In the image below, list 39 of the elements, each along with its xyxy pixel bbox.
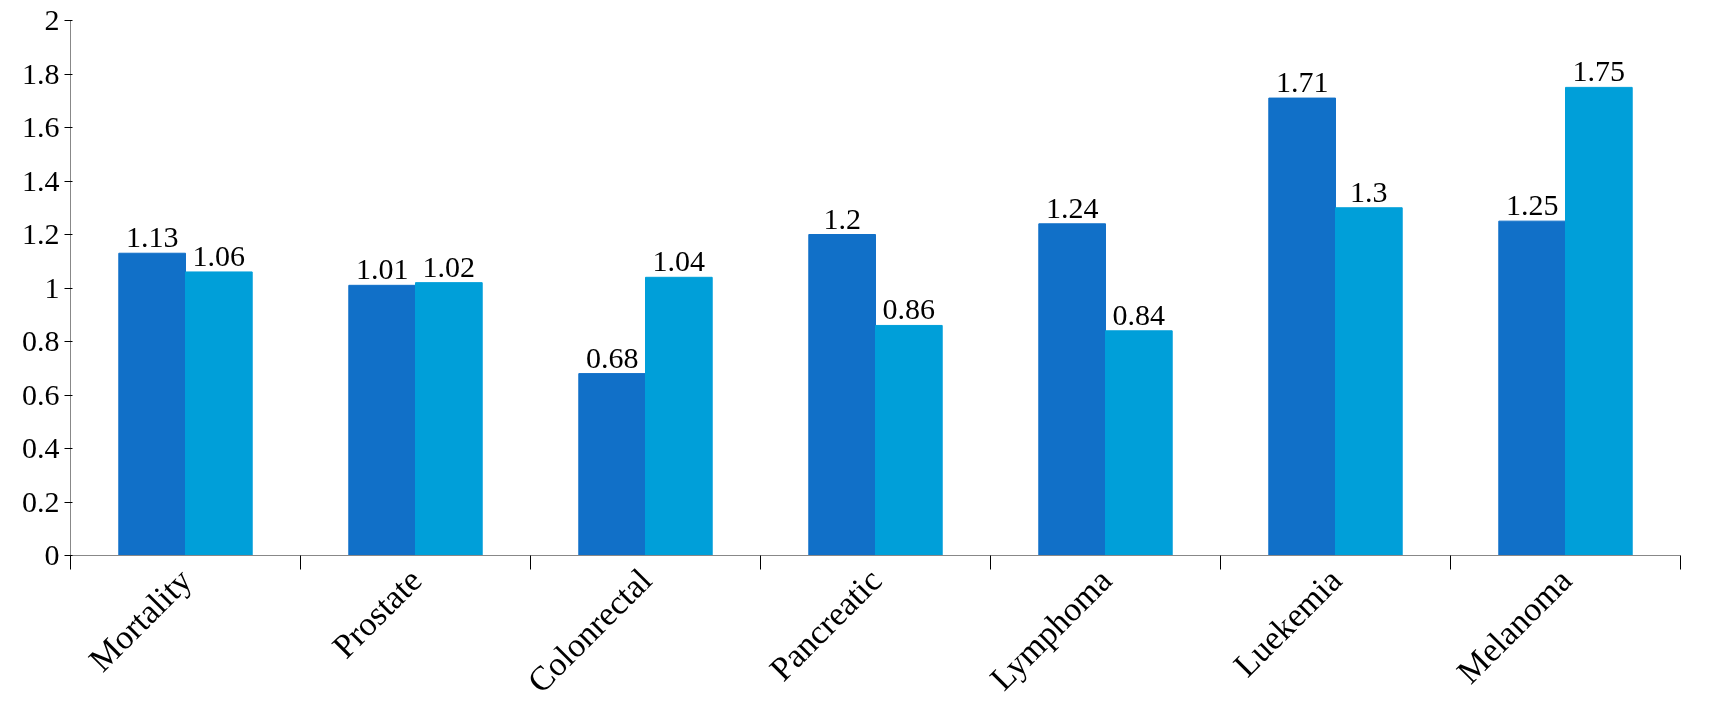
bar bbox=[1498, 220, 1566, 556]
y-tick-label: 1.4 bbox=[22, 163, 60, 197]
data-label: 1.2 bbox=[823, 201, 861, 235]
data-label: 1.75 bbox=[1572, 54, 1626, 88]
bar bbox=[1268, 97, 1336, 556]
data-label: 1.25 bbox=[1505, 188, 1559, 222]
bar bbox=[1335, 207, 1403, 556]
y-tick-label: 1 bbox=[44, 270, 60, 304]
y-tick-label: 2 bbox=[44, 3, 60, 36]
bar bbox=[348, 284, 416, 556]
y-tick-label: 0.6 bbox=[22, 377, 60, 411]
data-label: 1.71 bbox=[1275, 65, 1329, 99]
y-tick-label: 0.8 bbox=[22, 324, 60, 357]
bar bbox=[645, 276, 713, 556]
data-label: 1.01 bbox=[355, 252, 409, 286]
y-tick-label: 0.2 bbox=[22, 484, 60, 518]
y-tick-label: 1.6 bbox=[22, 110, 60, 143]
bar bbox=[578, 373, 646, 556]
data-label: 0.84 bbox=[1112, 297, 1166, 331]
y-tick-label: 0 bbox=[44, 538, 60, 571]
y-tick-label: 1.8 bbox=[22, 56, 60, 90]
data-label: 1.13 bbox=[125, 220, 179, 254]
data-label: 1.24 bbox=[1045, 190, 1099, 224]
data-label: 1.04 bbox=[652, 244, 706, 278]
bar bbox=[1038, 223, 1106, 556]
bar bbox=[118, 252, 186, 556]
data-label: 1.02 bbox=[422, 249, 476, 283]
y-tick-label: 1.2 bbox=[22, 217, 60, 250]
y-tick-label: 0.4 bbox=[22, 431, 60, 464]
data-label: 0.86 bbox=[882, 292, 936, 326]
data-label: 0.68 bbox=[585, 340, 639, 374]
bar bbox=[1565, 86, 1633, 556]
bar bbox=[808, 234, 876, 556]
data-label: 1.3 bbox=[1350, 174, 1388, 208]
bar bbox=[185, 271, 253, 556]
bar bbox=[875, 324, 943, 556]
bar bbox=[415, 282, 483, 556]
data-label: 1.06 bbox=[192, 238, 246, 272]
bar bbox=[1105, 330, 1173, 556]
